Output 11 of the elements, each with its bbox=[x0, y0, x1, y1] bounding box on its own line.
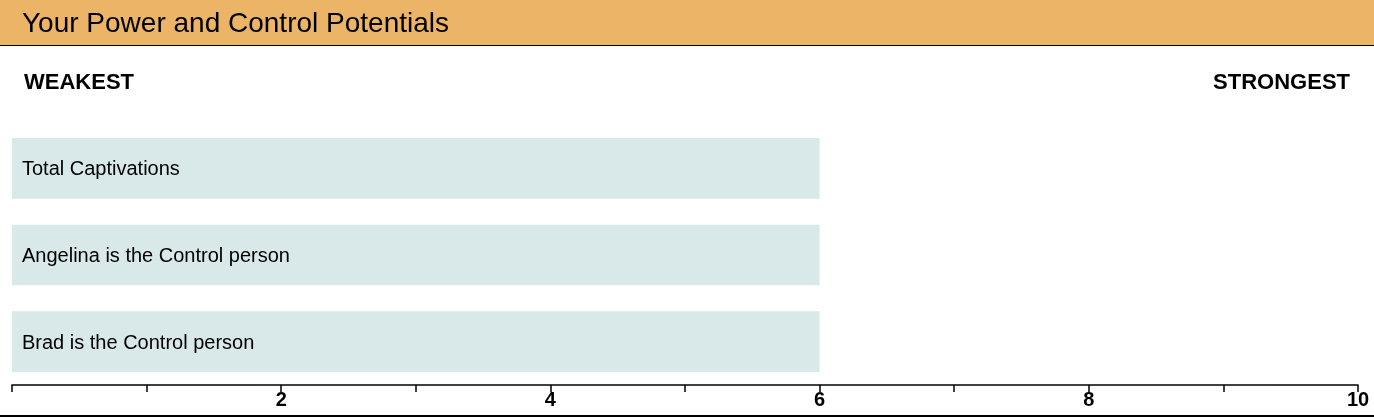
x-tick-label: 10 bbox=[1346, 388, 1370, 410]
chart-title: Your Power and Control Potentials bbox=[22, 6, 449, 39]
y-tick-label: Brad is the Control person bbox=[22, 330, 255, 353]
x-tick-label: 2 bbox=[275, 388, 287, 410]
text: WEAKEST bbox=[24, 68, 134, 95]
y-tick-label: Total Captivations bbox=[22, 157, 180, 180]
text: STRONGEST bbox=[1213, 68, 1350, 95]
x-tick-label: 8 bbox=[1083, 388, 1095, 410]
y-tick-label: Angelina is the Control person bbox=[22, 244, 290, 266]
x-tick-label: 6 bbox=[814, 388, 826, 410]
x-tick-label: 4 bbox=[544, 388, 557, 410]
